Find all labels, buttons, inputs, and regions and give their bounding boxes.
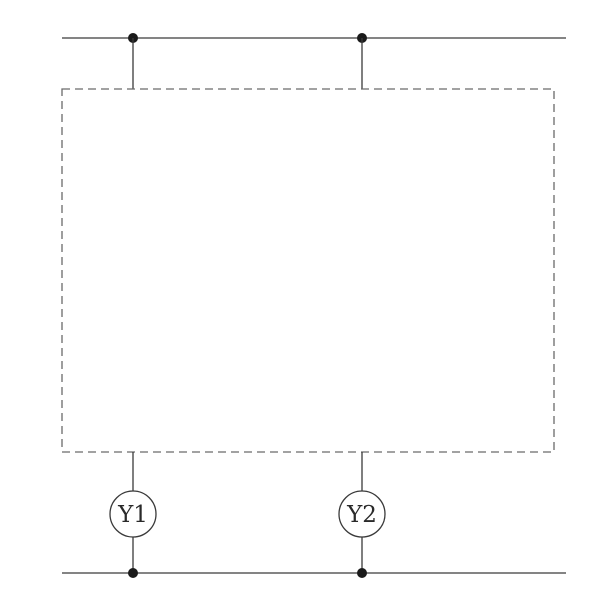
coil-y2-label: Y2 [346,502,377,528]
control-block-boundary [61,88,555,453]
bottom-junction-right [357,568,367,578]
bottom-junction-left [128,568,138,578]
coil-y1-label: Y1 [117,502,148,528]
